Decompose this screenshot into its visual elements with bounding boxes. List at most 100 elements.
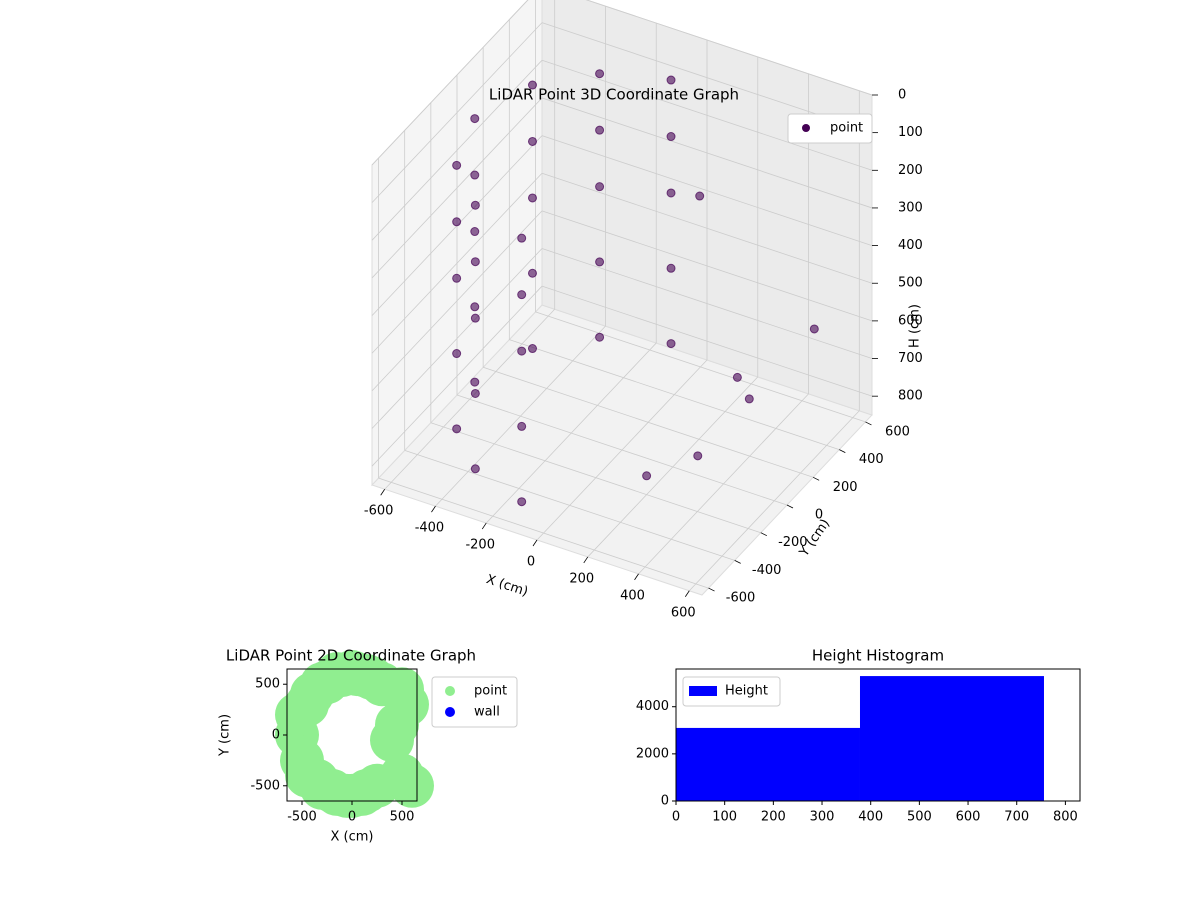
tick-mark bbox=[734, 560, 741, 564]
grid-line bbox=[371, 210, 543, 392]
point bbox=[527, 268, 537, 278]
y-axis-label: Y (cm) bbox=[218, 714, 233, 757]
x-tick-label: -500 bbox=[287, 810, 317, 825]
chart-title: Height Histogram bbox=[812, 647, 944, 665]
x-tick-label: 0 bbox=[672, 810, 680, 825]
point bbox=[470, 257, 480, 267]
point bbox=[470, 313, 480, 323]
point bbox=[666, 188, 676, 198]
legend-marker bbox=[445, 686, 455, 696]
point bbox=[470, 227, 480, 237]
grid-line bbox=[371, 248, 543, 429]
x-tick-label: 200 bbox=[569, 571, 594, 586]
grid-line bbox=[371, 22, 543, 203]
z-tick-label: 800 bbox=[898, 389, 923, 404]
legend-marker bbox=[689, 686, 717, 696]
point bbox=[527, 344, 537, 354]
grid-line bbox=[541, 59, 873, 171]
grid-line bbox=[535, 311, 866, 423]
point bbox=[517, 346, 527, 356]
grid-line bbox=[456, 394, 788, 506]
x-axis-label: X (cm) bbox=[331, 830, 374, 845]
grid-line bbox=[541, 135, 873, 246]
tick-mark bbox=[786, 504, 794, 509]
chart-title: LiDAR Point 2D Coordinate Graph bbox=[226, 647, 476, 665]
point bbox=[527, 80, 537, 90]
grid-line bbox=[541, 248, 873, 359]
point bbox=[470, 114, 480, 124]
y-tick-label: 0 bbox=[272, 728, 280, 743]
x-tick-label: 0 bbox=[527, 555, 535, 570]
z-tick-label: 400 bbox=[898, 238, 923, 253]
grid-line bbox=[371, 285, 543, 467]
point bbox=[809, 324, 819, 334]
x-tick-label: 400 bbox=[858, 810, 883, 825]
x-tick-label: -400 bbox=[415, 521, 445, 536]
grid-line bbox=[541, 285, 873, 397]
point bbox=[595, 257, 605, 267]
x-tick-label: 700 bbox=[1004, 810, 1029, 825]
point bbox=[695, 191, 705, 201]
tick-mark bbox=[708, 587, 715, 592]
point bbox=[642, 471, 652, 481]
y-tick-label: 4000 bbox=[636, 699, 669, 714]
tick-mark bbox=[431, 505, 436, 513]
x-tick-label: 0 bbox=[348, 810, 356, 825]
z-tick-label: 600 bbox=[898, 313, 923, 328]
tick-mark bbox=[583, 556, 589, 564]
y-tick-label: 400 bbox=[859, 452, 884, 467]
grid-line bbox=[541, 97, 873, 209]
tick-mark bbox=[634, 573, 639, 581]
tick-mark bbox=[481, 522, 487, 530]
point bbox=[595, 332, 605, 342]
z-axis-label: H (cm) bbox=[908, 304, 923, 348]
grid-line bbox=[541, 172, 873, 284]
tick-mark bbox=[532, 539, 538, 547]
point bbox=[517, 421, 527, 431]
point bbox=[527, 136, 537, 146]
y-tick-label: -200 bbox=[778, 535, 808, 550]
z-tick-label: 300 bbox=[898, 200, 923, 215]
point bbox=[666, 263, 676, 273]
tick-mark bbox=[380, 489, 386, 496]
x-tick-label: 800 bbox=[1053, 810, 1078, 825]
grid-line bbox=[371, 172, 543, 354]
tick-mark bbox=[865, 421, 872, 426]
point bbox=[595, 182, 605, 192]
grid-line bbox=[541, 210, 873, 322]
axes-frame bbox=[675, 668, 1081, 802]
x-axis-label: X (cm) bbox=[484, 572, 530, 600]
y-tick-label: 0 bbox=[661, 794, 669, 809]
point bbox=[345, 768, 389, 813]
point bbox=[452, 160, 462, 170]
point bbox=[452, 424, 462, 434]
grid-line bbox=[585, 0, 873, 96]
point bbox=[470, 302, 480, 312]
chart-title: LiDAR Point 3D Coordinate Graph bbox=[489, 86, 739, 104]
point bbox=[452, 273, 462, 283]
grid-line bbox=[371, 60, 543, 241]
bar bbox=[859, 676, 1044, 801]
y-tick-label: 0 bbox=[815, 508, 823, 523]
x-tick-label: 200 bbox=[761, 810, 786, 825]
y-tick-label: 500 bbox=[255, 677, 280, 692]
point bbox=[470, 377, 480, 387]
point bbox=[693, 451, 703, 461]
x-tick-label: 600 bbox=[956, 810, 981, 825]
x-tick-label: -600 bbox=[364, 504, 394, 519]
grid-line bbox=[371, 0, 529, 166]
point bbox=[732, 372, 742, 382]
tick-mark bbox=[684, 590, 690, 597]
legend-label: wall bbox=[474, 705, 500, 720]
point bbox=[470, 170, 480, 180]
grid-line bbox=[430, 422, 761, 534]
x-tick-label: 500 bbox=[390, 810, 415, 825]
point bbox=[370, 718, 414, 763]
point bbox=[517, 290, 527, 300]
legend-box bbox=[682, 676, 781, 707]
z-tick-label: 200 bbox=[898, 163, 923, 178]
legend-label: point bbox=[474, 684, 507, 699]
x-tick-label: 100 bbox=[712, 810, 737, 825]
tick-mark bbox=[760, 532, 768, 537]
